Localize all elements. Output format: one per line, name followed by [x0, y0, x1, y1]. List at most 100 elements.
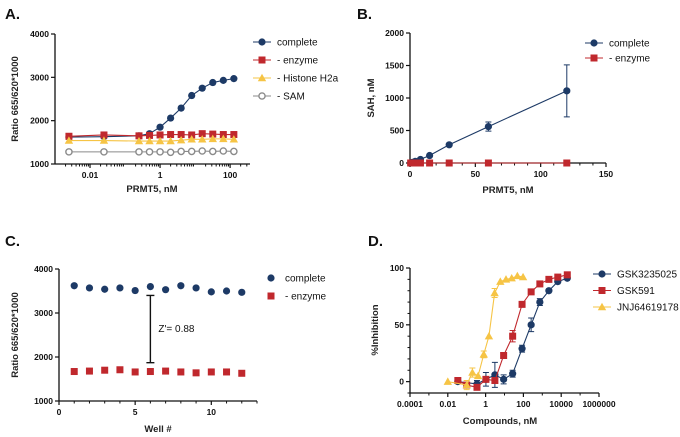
data-point: [491, 377, 499, 384]
data-point: [209, 78, 217, 87]
legend-label: - enzyme: [277, 56, 319, 67]
data-point: [101, 366, 109, 374]
x-tick-label: 10000: [549, 399, 573, 409]
data-point: [134, 136, 144, 145]
y-tick-label: 2000: [385, 28, 404, 38]
y-axis-label: Ratio 665/620*1000: [10, 56, 21, 142]
x-tick-label: 150: [599, 169, 613, 179]
data-point: [496, 277, 505, 285]
data-point: [116, 284, 124, 292]
data-point: [545, 275, 553, 283]
series-complete: [70, 282, 246, 296]
y-tick-label: 1000: [30, 159, 49, 169]
data-point: [145, 148, 154, 156]
panel-label: A.: [5, 6, 20, 23]
data-point: [527, 321, 535, 329]
data-point: [545, 287, 553, 295]
panel-label: B.: [357, 6, 372, 23]
x-tick-label: 5: [133, 407, 138, 417]
x-tick-label: 0: [408, 169, 413, 179]
panel-a: A. 1000 2000 3000 4000 0.01 1 100 PRMT5, nM Ratio…: [5, 6, 339, 195]
data-point: [416, 159, 424, 167]
data-point: [198, 84, 206, 92]
y-tick-label: 0: [399, 377, 404, 387]
data-point: [518, 300, 526, 308]
x-tick-label: 1: [483, 399, 488, 409]
y-tick-label: 2000: [30, 116, 49, 126]
data-point: [484, 123, 492, 131]
data-point: [563, 271, 571, 279]
data-point: [99, 136, 109, 144]
data-point: [85, 367, 93, 375]
series-sam: [65, 147, 238, 157]
legend-label: GSK591: [617, 286, 655, 297]
data-point: [209, 130, 217, 138]
data-point: [116, 366, 124, 374]
data-point: [445, 141, 453, 149]
panel-c: C. 1000 2000 3000 4000 0 5 10 Well # Ratio 665/62…: [5, 233, 327, 435]
data-point: [145, 136, 154, 145]
data-point: [198, 135, 207, 143]
data-point: [207, 288, 215, 296]
data-point: [473, 383, 481, 391]
series-enzyme: [407, 159, 571, 167]
y-axis-label: SAH, nM: [366, 78, 377, 117]
data-point: [468, 368, 477, 376]
series-enzyme: [70, 366, 246, 377]
data-point: [198, 147, 207, 155]
series-line: [68, 78, 234, 138]
x-axis-label: PRMT5, nM: [482, 185, 533, 196]
legend-marker: [598, 287, 606, 294]
data-point: [70, 368, 78, 376]
panel-d: D. 0 50 100 0.0001 0.01 1 100 10000 1000000 Compou…: [368, 233, 679, 427]
series-histone-h2a: [64, 134, 239, 145]
y-tick-label: 0: [399, 158, 404, 168]
legend-marker: [258, 38, 266, 46]
legend-label: - enzyme: [285, 292, 327, 303]
data-point: [192, 284, 200, 292]
x-axis-label: Compounds, nM: [463, 416, 537, 427]
data-point: [484, 159, 492, 167]
data-point: [445, 159, 453, 167]
data-point: [208, 134, 217, 143]
data-point: [188, 131, 196, 139]
data-point: [70, 282, 78, 290]
legend-label: complete: [285, 274, 326, 285]
x-tick-label: 1: [158, 170, 163, 180]
data-point: [536, 298, 544, 306]
data-point: [198, 130, 206, 138]
data-point: [482, 375, 490, 383]
data-point: [426, 159, 434, 167]
data-point: [101, 285, 109, 293]
data-point: [229, 135, 239, 143]
series-jnj64619178: [443, 271, 528, 391]
data-point: [479, 350, 488, 358]
data-point: [238, 288, 246, 296]
data-point: [166, 136, 175, 145]
x-tick-label: 100: [534, 169, 548, 179]
y-tick-label: 1000: [34, 396, 53, 406]
data-point: [156, 131, 164, 139]
y-tick-label: 500: [390, 126, 404, 136]
data-point: [230, 147, 238, 156]
legend-label: JNJ64619178: [617, 303, 679, 314]
data-point: [563, 87, 571, 95]
data-point: [166, 148, 175, 157]
data-point: [513, 271, 522, 280]
legend-marker: [267, 274, 275, 282]
y-tick-label: 4000: [30, 29, 49, 39]
legend-marker: [257, 73, 267, 82]
x-tick-label: 0: [57, 407, 62, 417]
y-axis-label: %Inhibition: [370, 304, 381, 355]
data-point: [167, 131, 175, 139]
legend-label: complete: [277, 38, 318, 49]
legend-label: GSK3235025: [617, 270, 677, 281]
data-point: [100, 148, 108, 156]
legend-marker: [590, 54, 598, 62]
data-point: [188, 91, 196, 100]
legend-marker: [597, 302, 607, 311]
panel-label: C.: [5, 233, 20, 250]
series-complete: [407, 64, 571, 167]
data-point: [426, 151, 434, 160]
x-axis-label: Well #: [144, 424, 172, 435]
